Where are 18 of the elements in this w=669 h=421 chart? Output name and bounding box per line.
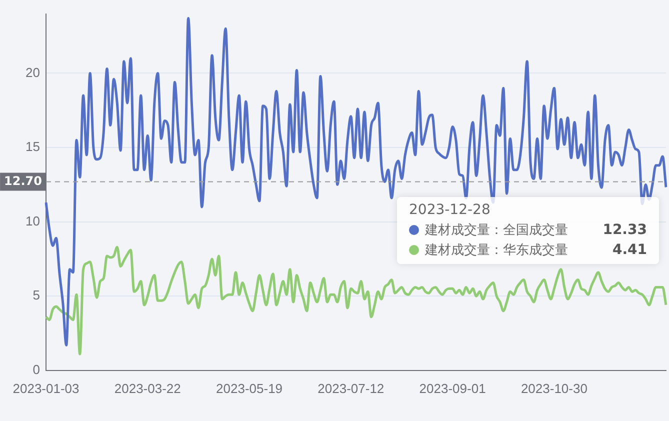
x-tick-label: 2023-10-30 [520,380,588,396]
annotation: 4.41 [612,242,647,258]
y-tick-label: 0 [32,362,40,377]
legend-label: 建材成交量：华东成交量 [425,242,569,259]
y-tick-label: 10 [26,213,40,228]
y-tick-label: 20 [26,64,40,80]
y-tick-label: 15 [26,139,40,154]
legend-label: 建材成交量：全国成交量 [425,222,569,239]
x-tick-label: 2023-07-12 [318,380,384,396]
y-tick-label: 5 [32,288,40,303]
x-tick-label: 2023-03-22 [114,380,181,396]
x-tick-label: 2023-05-19 [216,380,283,396]
x-tick-label: 2023-01-03 [12,380,80,396]
line-series [44,17,668,346]
annotation: 2023-12-28 [409,202,492,218]
annotation: 12.33 [602,222,647,238]
ref-line-label: 12.70 [4,174,42,188]
x-tick-label: 2023-09-01 [419,380,486,396]
